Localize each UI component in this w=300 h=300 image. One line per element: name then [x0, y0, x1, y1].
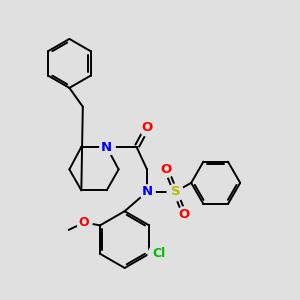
Text: N: N — [142, 185, 153, 198]
Text: O: O — [161, 163, 172, 176]
Text: S: S — [171, 185, 180, 198]
Text: O: O — [179, 208, 190, 221]
Text: O: O — [78, 216, 89, 229]
Text: O: O — [141, 121, 153, 134]
Text: Cl: Cl — [152, 247, 165, 260]
Text: N: N — [101, 140, 112, 154]
